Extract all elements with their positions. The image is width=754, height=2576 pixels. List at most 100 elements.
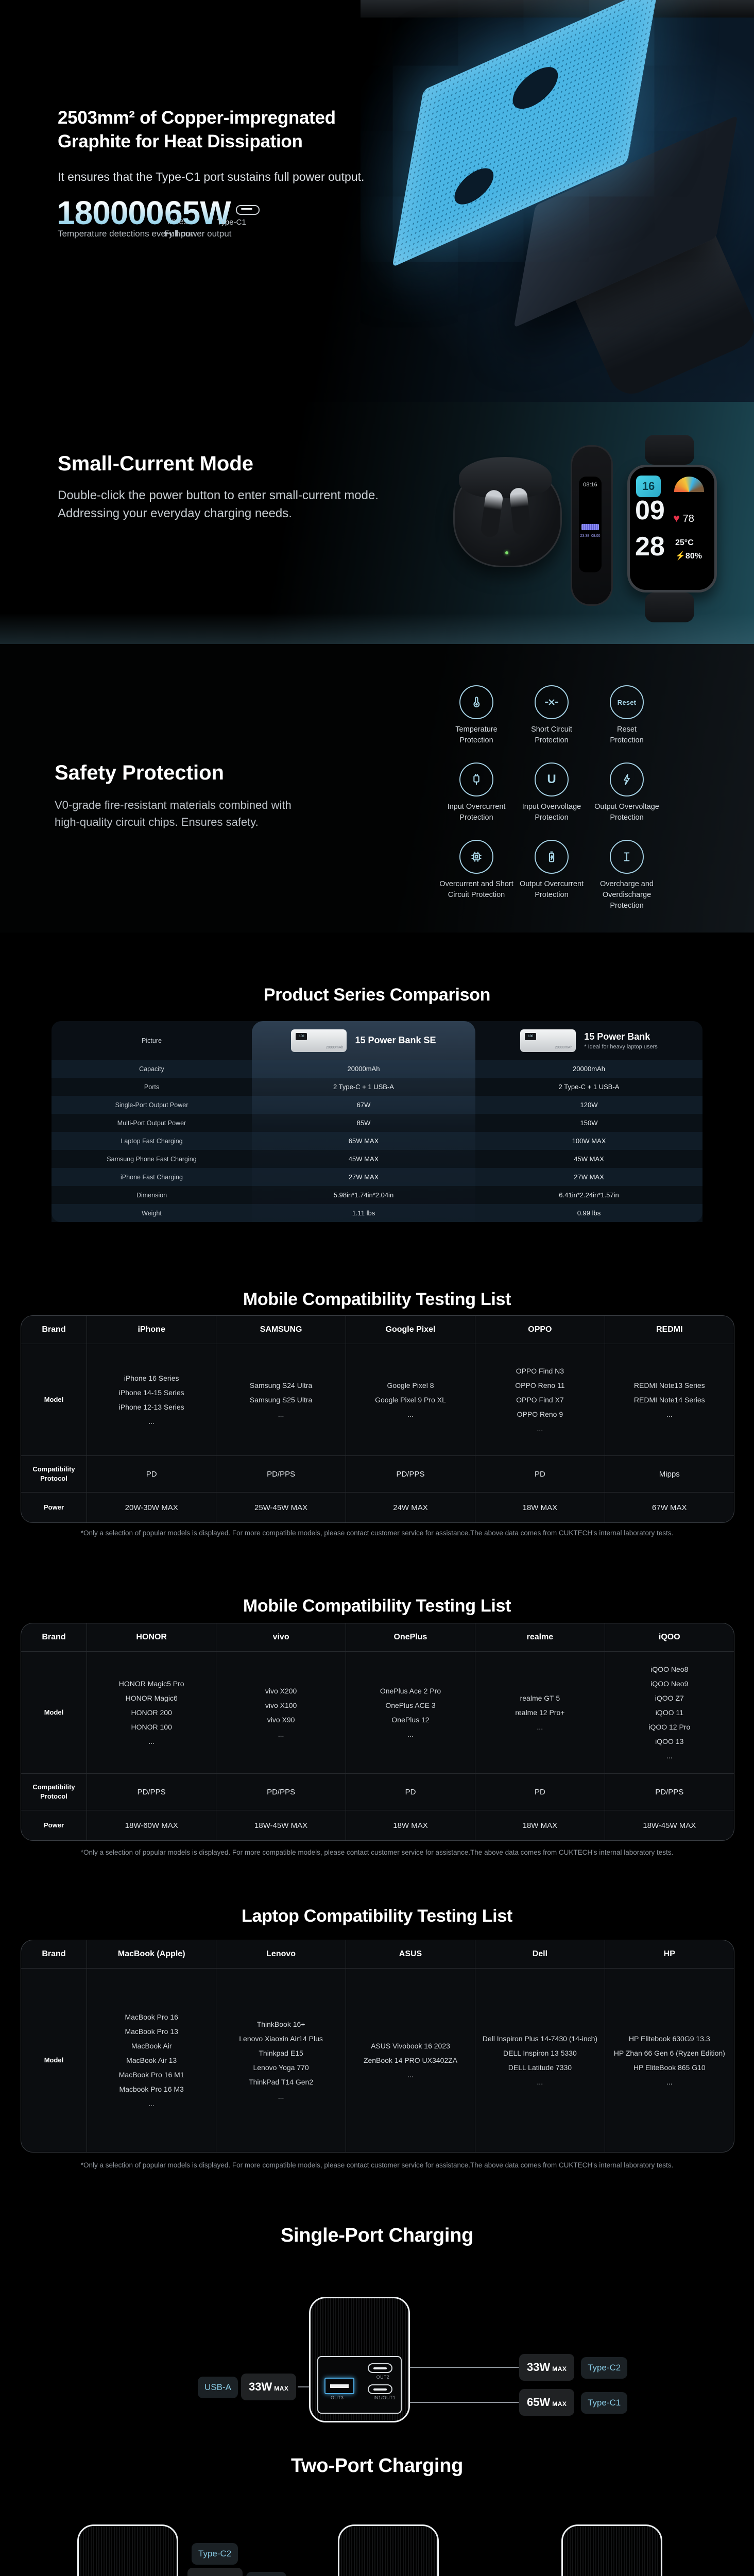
port-tag: Type-C2 (192, 2543, 238, 2565)
comparison-table: Picture 100 20000mAh 15 Power Bank SE 100… (52, 1021, 702, 1222)
exploded-power-bank-image (361, 0, 754, 402)
power-bank-top-view: OUT2 OUT3 IN1/OUT1 (77, 2524, 178, 2576)
table-row: Capacity 20000mAh 20000mAh (52, 1060, 702, 1078)
section-subtitle: It ensures that the Type-C1 port sustain… (58, 170, 365, 183)
table-row: iPhone Fast Charging 27W MAX 27W MAX (52, 1168, 702, 1186)
table-header-row: Brand MacBook (Apple) Lenovo ASUS Dell H… (21, 1940, 734, 1968)
highlighted-column (252, 1021, 475, 1222)
product-cell: 100 20000mAh 15 Power Bank * Ideal for he… (475, 1021, 702, 1060)
table-header-row: Brand HONOR vivo OnePlus realme iQOO (21, 1623, 734, 1651)
product-name: 15 Power Bank (584, 1031, 650, 1042)
table-footnote: *Only a selection of popular models is d… (80, 1529, 674, 1537)
current-i-icon (610, 840, 644, 874)
band-time: 08:16 (583, 482, 597, 488)
table-row: Single-Port Output Power 67W 120W (52, 1096, 702, 1114)
table-row: Ports 2 Type-C + 1 USB-A 2 Type-C + 1 USB-… (52, 1078, 702, 1096)
table-row: Dimension 5.98in*1.74in*2.04in 6.41in*2.24… (52, 1186, 702, 1204)
band-screen: 08:16 23:38 08:00 (579, 477, 602, 572)
product-cell: 100 20000mAh 15 Power Bank SE (252, 1021, 475, 1060)
table-power-row: Power 18W-60W MAX 18W-45W MAX 18W MAX 18… (21, 1810, 734, 1840)
stat-port-label: Type-C1 (217, 218, 246, 227)
section-title: 2503mm² of Copper-impregnated Graphite f… (58, 108, 336, 151)
thermometer-icon (459, 685, 493, 719)
rainbow-widget (674, 477, 704, 492)
battery-bolt-icon (534, 840, 569, 874)
short-circuit-icon (535, 685, 569, 719)
watch-strap (645, 435, 694, 465)
heart-rate: ♥ 78 (673, 512, 694, 524)
safety-item: Output Overvoltage Protection (594, 762, 659, 840)
table-row: Weight 1.11 lbs 0.99 lbs (52, 1204, 702, 1222)
power-bank-top-view: OUT2 OUT3 IN1/OUT1 (561, 2524, 662, 2576)
lightning-icon (610, 762, 644, 796)
table-row: Laptop Fast Charging 65W MAX 100W MAX (52, 1132, 702, 1150)
safety-item: U Input Overvoltage Protection (522, 762, 581, 840)
stat-value: 65W (164, 194, 231, 231)
watt-label: 20WMAX (187, 2568, 243, 2576)
sheet-hole (509, 59, 561, 116)
section-description: V0-grade fire-resistant materials combin… (55, 799, 292, 828)
safety-item: Short Circuit Protection (531, 685, 572, 762)
section-title: Mobile Compatibility Testing List (243, 1596, 511, 1616)
port-label: OUT3 (331, 2395, 344, 2400)
section-title: Safety Protection (55, 761, 224, 784)
voltage-u-icon: U (535, 762, 569, 796)
stat-full-power: 65W (164, 196, 260, 229)
watch-hour: 09 (635, 496, 665, 526)
product-name: 15 Power Bank SE (355, 1035, 436, 1045)
stat-caption: Full power output (164, 229, 232, 239)
section-title: Mobile Compatibility Testing List (243, 1290, 511, 1309)
port-tag: USB-A (246, 2572, 286, 2576)
safety-item: Temperature Protection (455, 685, 498, 762)
table-protocol-row: Compatibility Protocol PD/PPS PD/PPS PD … (21, 1773, 734, 1810)
port-panel: OUT2 OUT3 IN1/OUT1 (317, 2356, 402, 2414)
connector-line (298, 2386, 309, 2387)
power-bank-top-view: OUT2 OUT3 IN1/OUT1 (338, 2524, 439, 2576)
heat-dissipation-section: 2503mm² of Copper-impregnated Graphite f… (0, 0, 754, 402)
table-row: Samsung Phone Fast Charging 45W MAX 45W MA… (52, 1150, 702, 1168)
heart-icon: ♥ (673, 512, 680, 524)
section-title: Small-Current Mode (58, 452, 254, 475)
table-row: Picture 100 20000mAh 15 Power Bank SE 100… (52, 1021, 702, 1060)
safety-item: Overcharge and Overdischarge Protection (589, 840, 664, 917)
table-model-row: Model MacBook Pro 16 MacBook Pro 13 MacB… (21, 1968, 734, 2152)
single-port-charging-section: Single-Port Charging OUT2 OUT3 IN1/OUT1 … (0, 2179, 754, 2442)
usb-a-port (324, 2378, 354, 2394)
row-label: Picture (142, 1037, 162, 1044)
stat-temperature-detections: 180000times (57, 196, 188, 229)
smart-watch-image: 16 09 28 ♥ 78 25°C ⚡80% (627, 435, 717, 622)
watt-label: 33W MAX (519, 2354, 575, 2381)
power-bank-image: 100 20000mAh (520, 1029, 576, 1052)
stat-unit: times (167, 216, 188, 226)
sleep-range: 23:38 08:00 (580, 534, 601, 538)
table-footnote: *Only a selection of popular models is d… (80, 1849, 674, 1856)
watch-battery: ⚡80% (675, 552, 702, 561)
table-protocol-row: Compatibility Protocol PD PD/PPS PD/PPS … (21, 1455, 734, 1492)
device-edge (361, 0, 754, 18)
section-title: Single-Port Charging (280, 2225, 473, 2246)
safety-grid: Temperature Protection Short Circuit Pro… (439, 685, 664, 917)
type-c2-port (368, 2363, 392, 2373)
table-footnote: *Only a selection of popular models is d… (80, 2161, 674, 2169)
chip-icon (459, 840, 493, 874)
table-header-row: Brand iPhone SAMSUNG Google Pixel OPPO R… (21, 1316, 734, 1344)
watch-screen: 16 09 28 ♥ 78 25°C ⚡80% (627, 465, 717, 592)
sleep-bar (581, 524, 599, 530)
product-note: * Ideal for heavy laptop users (584, 1043, 658, 1050)
watch-minute: 28 (635, 532, 665, 562)
table-row: Multi-Port Output Power 85W 150W (52, 1114, 702, 1132)
section-title: Product Series Comparison (263, 985, 491, 1005)
stat-value: 180000 (57, 194, 164, 231)
section-title: Two-Port Charging (290, 2455, 464, 2477)
small-current-mode-section: Small-Current Mode Double-click the powe… (0, 402, 754, 644)
safety-protection-section: Safety Protection V0-grade fire-resistan… (0, 644, 754, 933)
port-tag: Type-C2 (581, 2357, 628, 2379)
safety-item: Input Overcurrent Protection (448, 762, 505, 840)
watt-label: 33W MAX (241, 2374, 297, 2400)
section-description: Double-click the power button to enter s… (58, 488, 379, 520)
floor-reflection (0, 613, 754, 644)
port-label: OUT2 (376, 2375, 389, 2380)
earbuds-case-image (453, 457, 562, 567)
port-label: IN1/OUT1 (373, 2395, 396, 2400)
